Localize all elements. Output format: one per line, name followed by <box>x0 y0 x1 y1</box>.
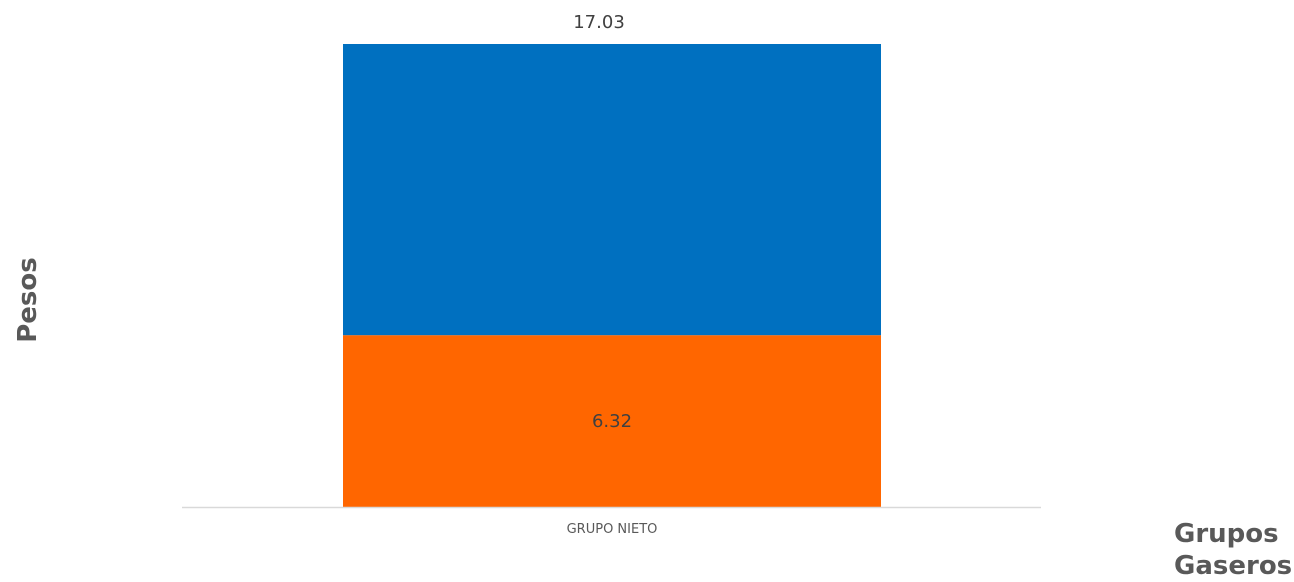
bar-segment-1 <box>343 335 881 507</box>
bar-segment-2 <box>343 44 881 336</box>
x-tick-label: GRUPO NIETO <box>567 522 658 537</box>
labels-group: 6.32 17.03 GRUPO NIETO <box>567 12 658 537</box>
x-axis-title-line-1: Grupos <box>1174 519 1279 549</box>
y-axis-title: Pesos <box>13 257 43 343</box>
x-axis-title: Grupos Gaseros <box>1174 518 1292 582</box>
total-data-label: 17.03 <box>573 12 625 33</box>
segment-data-label: 6.32 <box>592 411 632 432</box>
bars-group <box>343 44 881 507</box>
x-axis-title-line-2: Gaseros <box>1174 551 1293 581</box>
